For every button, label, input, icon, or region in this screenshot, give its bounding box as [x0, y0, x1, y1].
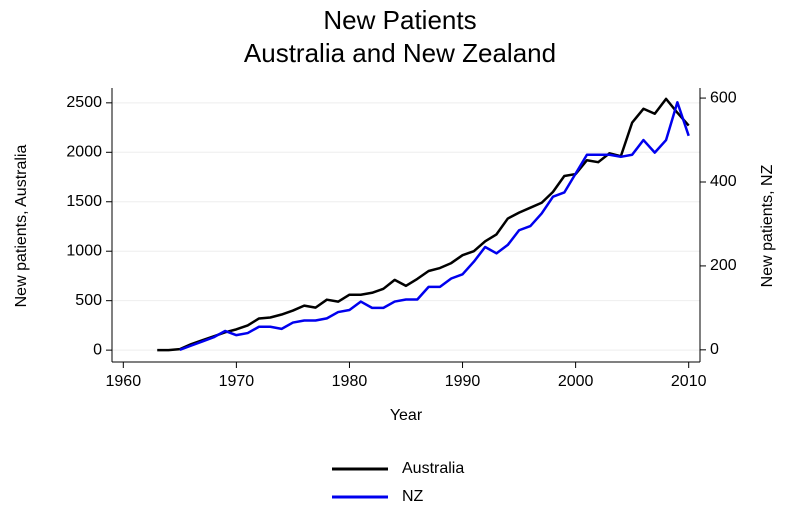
y2-tick-label: 600 [710, 89, 737, 106]
line-series [179, 101, 690, 352]
y-tick-label: 2000 [66, 144, 102, 161]
chart-title: New Patients [323, 5, 476, 35]
x-axis-label: Year [390, 407, 423, 424]
x-tick-label: 1990 [445, 373, 481, 390]
y2-axis-label: New patients, NZ [759, 164, 776, 287]
y-tick-label: 2500 [66, 94, 102, 111]
y-tick-label: 500 [75, 292, 102, 309]
y-axis-label: New patients, Australia [13, 145, 30, 308]
line-series [157, 97, 690, 352]
legend-label: Australia [402, 460, 464, 477]
x-tick-label: 1980 [332, 373, 368, 390]
x-tick-label: 2000 [558, 373, 594, 390]
x-tick-label: 1960 [106, 373, 142, 390]
y2-tick-label: 0 [710, 341, 719, 358]
y-tick-label: 1500 [66, 193, 102, 210]
chart-subtitle: Australia and New Zealand [244, 38, 556, 68]
y-tick-label: 0 [93, 341, 102, 358]
y-tick-label: 1000 [66, 242, 102, 259]
x-tick-label: 2010 [671, 373, 707, 390]
legend-label: NZ [402, 488, 424, 505]
x-tick-label: 1970 [219, 373, 255, 390]
y2-tick-label: 200 [710, 257, 737, 274]
y2-tick-label: 400 [710, 173, 737, 190]
